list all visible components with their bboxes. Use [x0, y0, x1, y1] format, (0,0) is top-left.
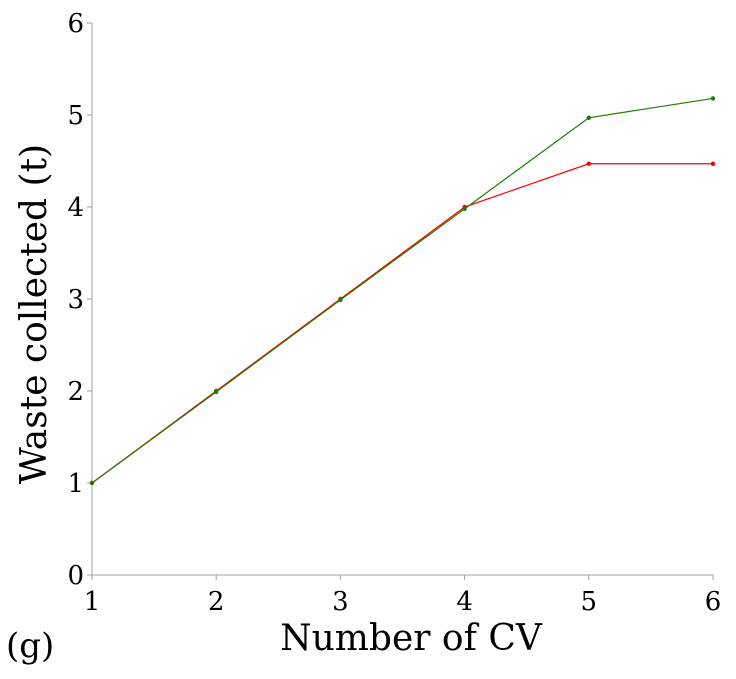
x-tick-label: 4 — [456, 587, 473, 617]
series-2-point — [586, 115, 591, 120]
x-tick-label: 1 — [84, 587, 101, 617]
series-1-point — [710, 161, 716, 166]
series-line-1 — [91, 163, 713, 484]
panel-label: (g) — [6, 626, 54, 666]
series-2-point — [710, 96, 716, 101]
series-1-point — [586, 161, 591, 166]
x-tick-label: 6 — [705, 587, 722, 617]
y-tick-label: 2 — [67, 377, 84, 407]
series-2-point — [214, 389, 219, 395]
x-tick-label: 5 — [581, 587, 598, 617]
series-2-point — [89, 480, 95, 486]
series-line-2 — [91, 97, 714, 484]
x-axis-title: Number of CV — [280, 618, 543, 659]
series-group — [89, 96, 716, 486]
y-tick-label: 3 — [67, 285, 84, 315]
y-tick-label: 1 — [67, 469, 84, 499]
y-tick-label: 5 — [67, 101, 84, 131]
series-2-point — [462, 206, 467, 212]
axes — [91, 23, 713, 576]
y-tick-label: 6 — [67, 9, 84, 39]
y-tick-label: 0 — [67, 561, 84, 591]
x-tick-label: 2 — [208, 587, 225, 617]
y-tick-label: 4 — [67, 193, 84, 223]
series-2-point — [338, 297, 343, 303]
x-tick-label: 3 — [332, 587, 349, 617]
y-axis-title: Waste collected (t) — [14, 144, 55, 484]
